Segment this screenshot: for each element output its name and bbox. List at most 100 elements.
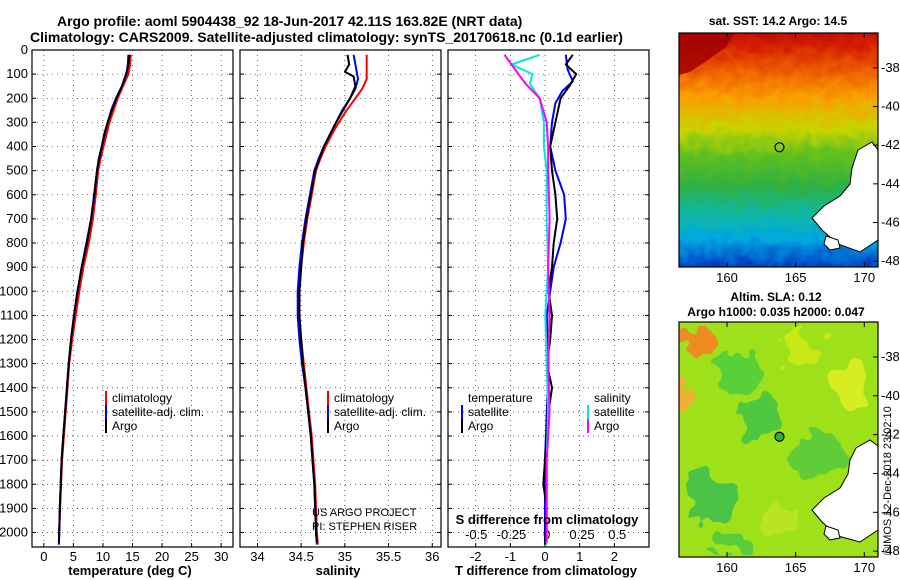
- legend-label-climatology: climatology: [334, 391, 394, 405]
- x-tick-label: 36: [425, 549, 439, 564]
- x-tick-label: 20: [155, 549, 169, 564]
- legend-label-s-satellite: satellite: [594, 405, 635, 419]
- x-tick-label: 2: [611, 549, 618, 564]
- series-line-satellite-adj-clim-: [296, 54, 359, 545]
- x-tick-label: -1: [505, 549, 517, 564]
- salinity-xlabel: salinity: [316, 563, 362, 578]
- legend-label-t-argo: Argo: [468, 419, 494, 433]
- sla-low-patch: [736, 400, 784, 440]
- sla-map-image: [679, 322, 878, 557]
- y-tick-label: 1200: [0, 332, 28, 347]
- sla-low-patch: [708, 535, 752, 555]
- y-tick-label: 2000: [0, 525, 28, 540]
- sst-map-title: sat. SST: 14.2 Argo: 14.5: [709, 14, 848, 28]
- salinity-plot: 34 34.5 35 35.5 36: [240, 49, 441, 564]
- legend-label-satellite: satellite-adj. clim.: [112, 405, 204, 419]
- sst-map-image: [679, 33, 878, 267]
- float-position-marker: [774, 431, 785, 442]
- x-tick-label: 160: [716, 270, 738, 285]
- x-tick-label: 34.5: [289, 549, 314, 564]
- sla-low-patch: [717, 354, 773, 390]
- y-tick-label: -40: [881, 98, 900, 113]
- y-tick-label: 800: [6, 235, 28, 250]
- y-tick-label: -42: [881, 137, 900, 152]
- x-tick-label: 35: [338, 549, 352, 564]
- y-tick-label: 1600: [0, 428, 28, 443]
- series-line-s-argo: [503, 54, 551, 543]
- sla-high-patch: [684, 326, 716, 354]
- y-tick-label: -48: [881, 253, 900, 268]
- x-tick-label: 170: [853, 270, 875, 285]
- y-tick-label: 300: [6, 114, 28, 129]
- series-line-climatology: [57, 54, 132, 545]
- y-tick-label: 100: [6, 66, 28, 81]
- x-tick-label: 0: [541, 549, 548, 564]
- x-top-tick-label: 0.25: [569, 527, 594, 542]
- y-tick-label: 1300: [0, 356, 28, 371]
- s-difference-xlabel: S difference from climatology: [456, 512, 640, 527]
- x-top-tick-label: -0.25: [497, 527, 527, 542]
- y-tick-label: 1800: [0, 476, 28, 491]
- x-tick-label: 30: [214, 549, 228, 564]
- x-tick-label: 165: [785, 270, 807, 285]
- sla-high-patch: [679, 385, 697, 405]
- difference-salinity-legend: salinity satellite Argo: [587, 391, 635, 433]
- y-tick-label: -44: [881, 176, 900, 191]
- x-tick-label: 10: [96, 549, 110, 564]
- x-tick-label: 25: [184, 549, 198, 564]
- x-tick-label: 1: [576, 549, 583, 564]
- sla-map-axes: 160 165 170 -38 -40 -42 -44 -46 -48: [716, 322, 900, 575]
- x-tick-label: 34: [250, 549, 264, 564]
- y-tick-label: -44: [881, 465, 900, 480]
- float-position-marker: [774, 142, 785, 153]
- series-line-t-satellite: [544, 54, 574, 545]
- y-tick-label: 600: [6, 187, 28, 202]
- sla-high-patch: [832, 364, 868, 416]
- legend-heading-temperature: temperature: [468, 391, 533, 405]
- sst-warm-patch: [679, 33, 735, 75]
- y-tick-label: -42: [881, 427, 900, 442]
- x-tick-label: 35.5: [376, 549, 401, 564]
- imos-stamp: ©IMOS 12-Dec-2018 23:02:10: [882, 406, 894, 555]
- sla-low-patch: [790, 438, 850, 482]
- temperature-legend: climatology satellite-adj. clim. Argo: [105, 391, 204, 433]
- credit-project: US ARGO PROJECT: [312, 507, 417, 519]
- legend-label-climatology: climatology: [112, 391, 172, 405]
- sla-high-patch: [760, 504, 800, 536]
- y-tick-label: 1100: [0, 307, 28, 322]
- temperature-xlabel: temperature (deg C): [68, 563, 192, 578]
- y-tick-label: -46: [881, 215, 900, 230]
- sla-map-title-line2: Argo h1000: 0.035 h2000: 0.047: [687, 305, 865, 319]
- legend-label-s-argo: Argo: [594, 419, 620, 433]
- sla-land-island: [823, 525, 841, 541]
- x-tick-label: -2: [470, 549, 482, 564]
- sst-map-axes: 160 165 170 -38 -40 -42 -44 -46 -48: [716, 33, 900, 285]
- x-tick-label: 15: [125, 549, 139, 564]
- sla-map-frame: [678, 321, 879, 558]
- figure-title-line2: Climatology: CARS2009. Satellite-adjuste…: [30, 29, 623, 45]
- y-tick-label: 500: [6, 163, 28, 178]
- y-tick-label: 400: [6, 139, 28, 154]
- y-tick-label: -40: [881, 388, 900, 403]
- sla-low-patch: [686, 471, 738, 519]
- y-tick-label: -38: [881, 349, 900, 364]
- salinity-plot-frame: [239, 49, 442, 548]
- sla-high-patch: [778, 334, 822, 366]
- x-top-tick-label: -0.5: [465, 527, 487, 542]
- y-tick-label: 1900: [0, 500, 28, 515]
- difference-plot: -2 -1 0 1 2-0.5 -0.25 0 0.25 0.5: [448, 49, 649, 564]
- sla-map-title-line1: Altim. SLA: 0.12: [730, 290, 822, 304]
- sst-map-frame: [678, 32, 879, 268]
- temperature-plot: 0 5 10 15 20 25 300100200300400500600700800900…: [0, 42, 233, 564]
- sst-land-island: [823, 235, 841, 251]
- y-tick-label: 200: [6, 90, 28, 105]
- x-tick-label: 170: [853, 560, 875, 575]
- sst-land-new-zealand: [811, 141, 878, 253]
- x-tick-label: 165: [785, 560, 807, 575]
- series-line-argo: [298, 54, 357, 543]
- series-line-argo: [57, 54, 131, 543]
- t-difference-xlabel: T difference from climatology: [455, 563, 638, 578]
- y-tick-label: 1500: [0, 404, 28, 419]
- x-tick-label: 0: [40, 549, 47, 564]
